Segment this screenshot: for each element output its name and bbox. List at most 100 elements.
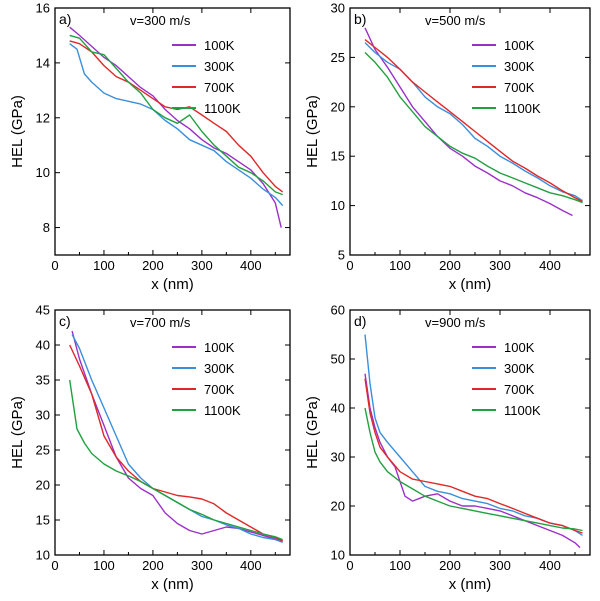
x-tick-label: 300 (191, 558, 213, 573)
panel-1: 0 100 200 300 400 8 10 12 14 16 x (nm) HEL (GPa) a) v… (9, 1, 291, 293)
panel-title: v=500 m/s (425, 13, 486, 28)
series-line-300K (69, 43, 284, 207)
x-axis-label: x (nm) (151, 276, 194, 293)
x-tick-label: 400 (240, 258, 262, 273)
series-line-1100K (364, 52, 583, 204)
plot-frame (54, 7, 291, 256)
y-tick-label: 30 (331, 450, 345, 465)
panel-tag: d) (354, 313, 366, 329)
x-tick-label: 400 (240, 558, 262, 573)
legend-label: 1100K (204, 403, 241, 418)
y-tick-label: 5 (338, 248, 345, 263)
y-tick-label: 35 (36, 373, 50, 388)
legend-label: 1100K (504, 101, 541, 116)
y-axis-label: HEL (GPa) (304, 95, 321, 168)
x-axis-label: x (nm) (449, 576, 492, 593)
plot-frame (349, 309, 591, 556)
panel-title: v=900 m/s (425, 315, 486, 330)
x-tick-label: 200 (142, 258, 164, 273)
panel-4: 0 100 200 300 400 10 20 30 40 50 60 x (nm) HEL (GPa)… (304, 303, 591, 593)
y-axis-label: HEL (GPa) (9, 396, 26, 469)
legend-label: 700K (504, 382, 535, 397)
panel-3: 0 100 200 300 400 10 15 20 25 30 35 40 45 x (nm) HEL (… (9, 303, 291, 593)
legend-label: 100K (504, 38, 535, 53)
legend-label: 300K (504, 59, 535, 74)
y-tick-label: 25 (331, 50, 345, 65)
panel-tag: c) (59, 313, 71, 329)
series-line-700K (364, 378, 583, 534)
series-line-700K (69, 344, 283, 542)
series-line-1100K (364, 407, 583, 532)
plot-frame (349, 7, 591, 256)
panel-tag: b) (354, 11, 366, 27)
y-axis-label: HEL (GPa) (304, 396, 321, 469)
x-tick-label: 400 (539, 258, 561, 273)
series-line-100K (364, 373, 581, 549)
y-tick-label: 50 (331, 352, 345, 367)
x-tick-label: 100 (93, 258, 115, 273)
panel-title: v=300 m/s (130, 13, 191, 28)
y-tick-label: 20 (331, 99, 345, 114)
panel-2: 0 100 200 300 400 5 10 15 20 25 30 x (nm) HEL (GPa) b… (304, 1, 591, 293)
y-tick-label: 20 (36, 478, 50, 493)
y-tick-label: 10 (36, 548, 50, 563)
legend-label: 1100K (204, 101, 241, 116)
y-tick-label: 40 (331, 401, 345, 416)
x-tick-label: 300 (191, 258, 213, 273)
y-tick-label: 16 (36, 1, 50, 16)
x-tick-label: 300 (489, 558, 511, 573)
series-line-700K (69, 40, 284, 193)
legend-label: 100K (204, 340, 235, 355)
legend-label: 300K (504, 361, 535, 376)
y-tick-label: 14 (36, 55, 50, 70)
legend-label: 700K (204, 382, 235, 397)
x-tick-label: 0 (346, 558, 353, 573)
x-axis-label: x (nm) (151, 576, 194, 593)
legend-label: 700K (504, 80, 535, 95)
y-tick-label: 10 (331, 198, 345, 213)
y-axis-label: HEL (GPa) (9, 95, 26, 168)
series-line-100K (71, 330, 283, 542)
y-tick-label: 15 (331, 149, 345, 164)
y-tick-label: 10 (331, 548, 345, 563)
x-tick-label: 200 (142, 558, 164, 573)
x-axis-label: x (nm) (449, 276, 492, 293)
legend-label: 1100K (504, 403, 541, 418)
legend-label: 100K (204, 38, 235, 53)
x-tick-label: 0 (51, 558, 58, 573)
y-tick-label: 60 (331, 303, 345, 318)
panel-title: v=700 m/s (130, 315, 191, 330)
y-tick-label: 40 (36, 338, 50, 353)
x-tick-label: 0 (346, 258, 353, 273)
x-tick-label: 100 (389, 258, 411, 273)
series-line-100K (69, 26, 282, 228)
x-tick-label: 200 (439, 258, 461, 273)
series-line-300K (364, 334, 583, 536)
y-tick-label: 45 (36, 303, 50, 318)
y-tick-label: 12 (36, 110, 50, 125)
y-tick-label: 10 (36, 165, 50, 180)
x-tick-label: 300 (489, 258, 511, 273)
y-tick-label: 30 (36, 408, 50, 423)
y-tick-label: 30 (331, 1, 345, 16)
x-tick-label: 100 (93, 558, 115, 573)
y-tick-label: 8 (43, 220, 50, 235)
y-tick-label: 20 (331, 499, 345, 514)
plot-frame (54, 309, 291, 556)
series-line-300K (71, 334, 283, 544)
legend-label: 300K (204, 59, 235, 74)
y-tick-label: 15 (36, 513, 50, 528)
legend-label: 100K (504, 340, 535, 355)
panel-tag: a) (59, 11, 71, 27)
x-tick-label: 100 (389, 558, 411, 573)
x-tick-label: 400 (539, 558, 561, 573)
series-line-700K (364, 39, 583, 203)
y-tick-label: 25 (36, 443, 50, 458)
x-tick-label: 200 (439, 558, 461, 573)
legend-label: 300K (204, 361, 235, 376)
legend-label: 700K (204, 80, 235, 95)
series-line-1100K (69, 34, 283, 196)
x-tick-label: 0 (51, 258, 58, 273)
series-line-1100K (69, 379, 283, 541)
